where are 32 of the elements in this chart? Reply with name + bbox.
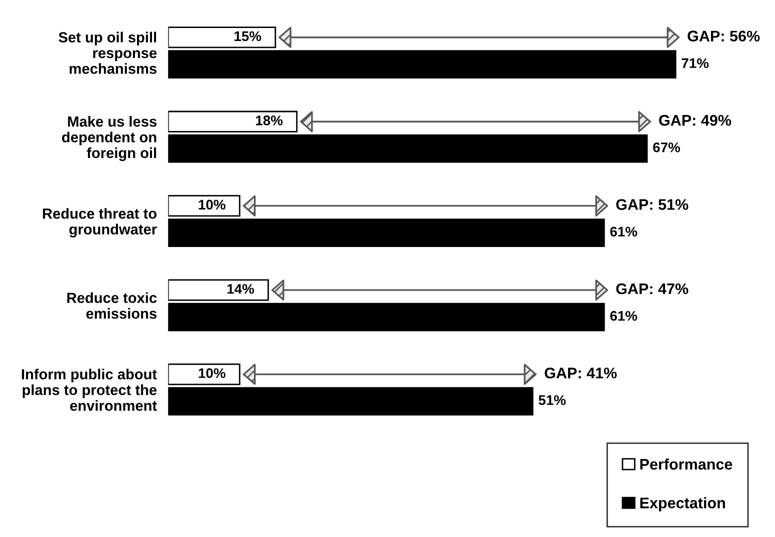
- bar: [168, 134, 648, 163]
- data-label: 10%: [198, 200, 226, 210]
- y-tick-label: Inform public about plans to protect the environment: [22, 368, 157, 411]
- bar: [168, 387, 534, 416]
- annotation: GAP: 49%: [659, 114, 732, 126]
- bar: [168, 50, 676, 79]
- y-tick-label: Reduce threat to groundwater: [42, 208, 157, 238]
- data-label: 61%: [610, 310, 638, 321]
- annotation: GAP: 56%: [688, 30, 760, 42]
- data-label: 18%: [256, 116, 283, 126]
- data-label: 10%: [198, 368, 226, 378]
- data-label: 71%: [682, 58, 709, 68]
- annotation: GAP: 47%: [616, 283, 688, 294]
- data-label: 14%: [227, 284, 254, 294]
- bar: [168, 279, 269, 301]
- data-label: 51%: [538, 395, 566, 406]
- bar: [168, 218, 605, 247]
- annotation: GAP: 41%: [544, 368, 617, 378]
- data-label: 67%: [653, 142, 680, 152]
- data-label: 15%: [234, 31, 262, 42]
- y-tick-label: Reduce toxic emissions: [67, 292, 157, 319]
- bar: [168, 195, 240, 217]
- legend-label: Performance: [640, 458, 732, 470]
- annotation: GAP: 51%: [616, 199, 688, 210]
- y-tick-label: Make us less dependent on foreign oil: [62, 116, 156, 162]
- legend-label: Expectation: [640, 497, 725, 512]
- bar: [168, 364, 240, 386]
- bar: [168, 302, 605, 332]
- bar: [168, 110, 298, 132]
- data-label: 61%: [610, 226, 638, 237]
- y-tick-label: Set up oil spill response mechanisms: [58, 32, 157, 74]
- bar: [168, 26, 276, 48]
